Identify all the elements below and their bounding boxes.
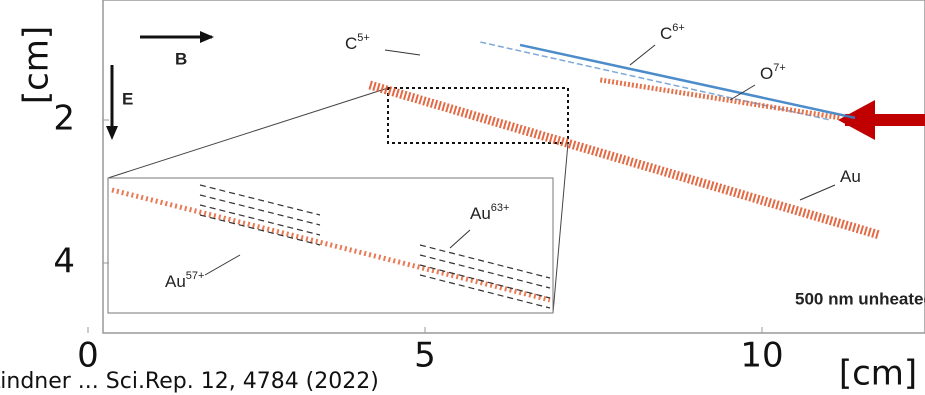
element: C bbox=[345, 34, 357, 53]
x-tick-label: 0 bbox=[77, 336, 99, 376]
y-tick-label: 4 bbox=[53, 242, 75, 282]
trace-label: C6+ bbox=[660, 22, 685, 44]
trace bbox=[480, 42, 830, 120]
e-label: E bbox=[122, 89, 133, 108]
charge: 5+ bbox=[357, 32, 370, 44]
y-axis-label: [cm] bbox=[17, 26, 57, 104]
callout bbox=[630, 45, 655, 65]
red-arrowhead bbox=[838, 100, 875, 140]
charge: 7+ bbox=[773, 62, 786, 74]
citation: Lindner ... Sci.Rep. 12, 4784 (2022) bbox=[0, 369, 379, 394]
element: C bbox=[660, 24, 672, 43]
x-tick-label: 5 bbox=[414, 336, 436, 376]
b-arrowhead bbox=[200, 31, 214, 43]
x-axis-label: [cm] bbox=[839, 354, 917, 394]
trace-label: O7+ bbox=[760, 62, 786, 84]
y-tick-label: 2 bbox=[53, 99, 75, 139]
callout bbox=[800, 185, 835, 200]
zoom-connector bbox=[553, 143, 568, 313]
trace bbox=[520, 45, 855, 118]
trace-label: Au bbox=[840, 167, 861, 186]
trace bbox=[600, 80, 840, 118]
callout bbox=[385, 50, 420, 55]
sample-label: 500 nm unheated bbox=[795, 289, 925, 308]
trace-label: C5+ bbox=[345, 32, 370, 54]
figure: B E Au57+ Au63+ 500 nm unheated [cm] [cm… bbox=[0, 0, 925, 395]
b-label: B bbox=[175, 49, 187, 68]
zoom-connector bbox=[108, 88, 388, 178]
e-arrowhead bbox=[106, 126, 118, 140]
element: Au bbox=[840, 167, 861, 186]
element: O bbox=[760, 64, 773, 83]
x-tick-label: 10 bbox=[740, 336, 783, 376]
charge: 6+ bbox=[672, 22, 685, 34]
